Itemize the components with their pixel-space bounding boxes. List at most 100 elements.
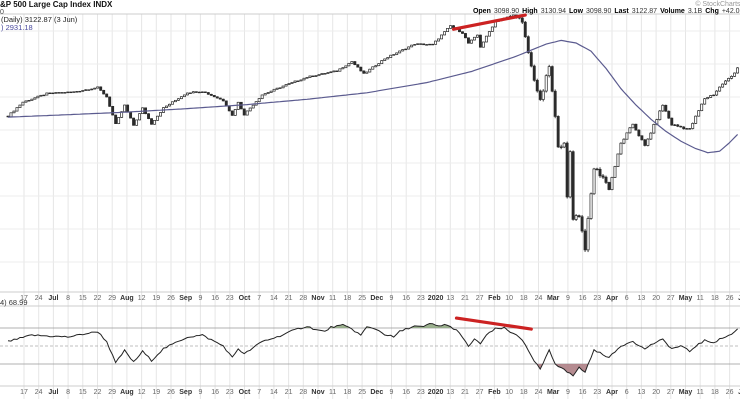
axis-label: Jul: [48, 389, 59, 396]
candle-body: [87, 89, 91, 91]
candle-body: [544, 75, 548, 92]
candle-body: [434, 40, 438, 45]
candle-body: [392, 54, 396, 56]
candle-body: [377, 63, 381, 67]
candle-body: [206, 92, 210, 95]
candle-body: [419, 43, 423, 45]
candle-body: [257, 98, 261, 103]
axis-label: 21: [461, 295, 469, 302]
candle-body: [676, 124, 680, 127]
axis-label: 13: [637, 295, 646, 302]
axis-label: Apr: [605, 389, 619, 396]
candle-body: [646, 138, 650, 146]
candle-body: [120, 111, 124, 118]
candle-body: [275, 87, 279, 90]
candle-body: [472, 36, 476, 41]
axis-label: 20: [652, 295, 660, 302]
rsi-oversold-fill: [8, 364, 738, 376]
axis-label: 14: [269, 389, 278, 396]
candle-body: [138, 113, 142, 121]
candle-body: [314, 75, 318, 77]
candle-body: [308, 75, 312, 78]
candle-body: [619, 142, 623, 155]
candle-body: [287, 83, 291, 85]
candle-body: [583, 230, 587, 251]
candle-body: [93, 87, 97, 90]
candle-body: [54, 92, 58, 94]
candle-body: [278, 87, 282, 89]
low-value: 3098.90: [586, 8, 612, 15]
candle-body: [236, 101, 240, 110]
candle-body: [380, 60, 384, 65]
candle-body: [221, 98, 225, 102]
candle-body: [30, 98, 34, 101]
candle-body: [688, 128, 692, 130]
candle-body: [595, 168, 599, 171]
candle-body: [730, 76, 734, 79]
candle-body: [664, 104, 668, 112]
candle-body: [697, 110, 701, 117]
axis-label: 27: [475, 295, 484, 302]
candle-body: [389, 54, 393, 58]
candle-body: [481, 41, 485, 48]
candle-body: [200, 91, 204, 93]
chg-label: Chg: [705, 8, 719, 15]
axis-label: Mar: [546, 295, 560, 302]
axis-label: 27: [475, 389, 484, 396]
axis-label: 23: [593, 295, 602, 302]
axis-label: 16: [402, 295, 411, 302]
candle-body: [422, 43, 426, 46]
candle-body: [168, 103, 171, 107]
candle-body: [553, 90, 557, 117]
candle-body: [682, 126, 686, 130]
axis-label: 15: [78, 295, 87, 302]
candle-body: [123, 104, 127, 113]
candle-body: [344, 65, 348, 69]
axis-label: 23: [225, 295, 234, 302]
candle-body: [332, 70, 336, 73]
candle-body: [114, 114, 118, 124]
candle-body: [691, 123, 695, 129]
axis-label: 26: [725, 295, 734, 302]
candle-body: [709, 95, 713, 98]
ma-label: ) 2931.18: [1, 23, 33, 32]
candle-body: [449, 25, 452, 29]
axis-label: 25: [358, 295, 366, 302]
candle-body: [395, 52, 399, 55]
axis-label: 9: [565, 389, 570, 396]
axis-label: 20: [652, 389, 660, 396]
candle-body: [721, 83, 725, 88]
candle-body: [105, 93, 109, 98]
candle-body: [628, 127, 632, 134]
axis-label: 9: [389, 389, 394, 396]
candle-body: [251, 104, 255, 109]
candle-body: [341, 67, 345, 70]
axis-label: 26: [167, 389, 175, 396]
candle-body: [350, 61, 354, 64]
candle-body: [625, 132, 629, 140]
stockcharts-copyright: © StockCharts.c: [695, 1, 740, 8]
axis-label: 18: [343, 389, 352, 396]
candle-body: [212, 95, 216, 98]
candle-body: [51, 92, 55, 95]
axis-label: 8: [66, 389, 71, 396]
candle-body: [320, 73, 324, 75]
candle-body: [685, 128, 689, 130]
candle-body: [478, 34, 482, 48]
axis-label: 29: [108, 295, 117, 302]
axis-label: 12: [137, 389, 146, 396]
candle-body: [652, 124, 656, 134]
candle-body: [592, 168, 596, 195]
axis-label: 7: [257, 389, 262, 396]
candle-body: [347, 63, 351, 67]
date-fragment: 0: [0, 9, 4, 16]
symbol-title: &P 500 Large Cap Index INDX: [0, 0, 113, 9]
axis-label: 18: [343, 295, 352, 302]
axis-label: 19: [152, 295, 161, 302]
axis-label: Aug: [120, 295, 134, 302]
axis-label: 24: [34, 389, 43, 396]
candle-body: [535, 79, 539, 92]
price-trendline-group: [451, 13, 527, 31]
axis-label: Sep: [179, 389, 193, 396]
